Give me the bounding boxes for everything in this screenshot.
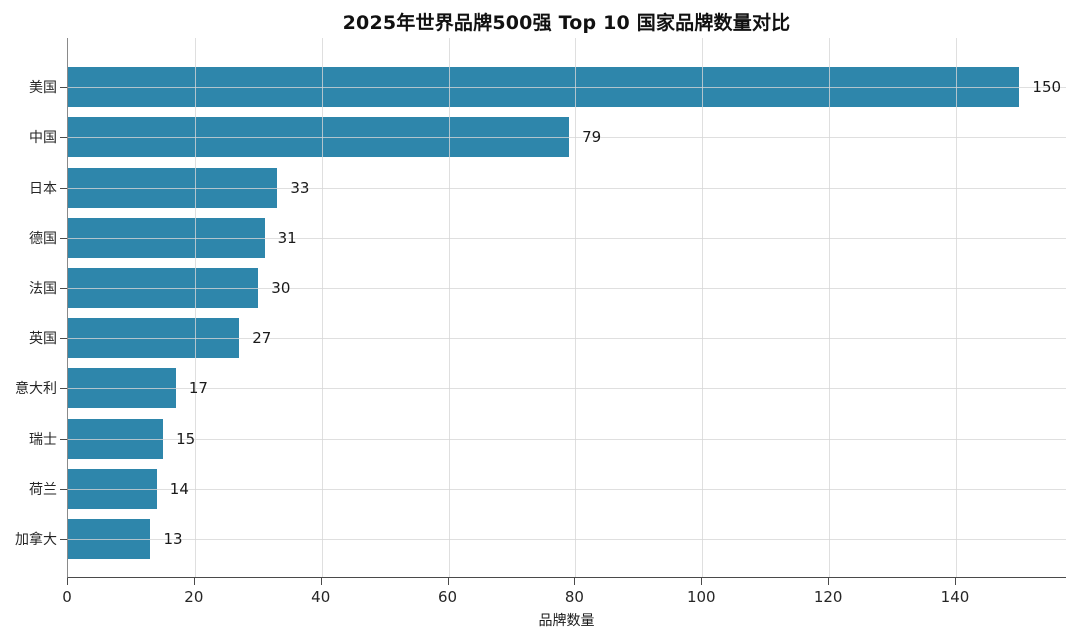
chart-title: 2025年世界品牌500强 Top 10 国家品牌数量对比	[342, 12, 791, 34]
ytick-mark	[60, 488, 67, 490]
ytick-mark	[60, 187, 67, 189]
gridline-horizontal	[68, 187, 1066, 189]
gridline-vertical	[321, 38, 323, 577]
gridline-horizontal	[68, 287, 1066, 289]
ytick-mark	[60, 87, 67, 89]
ytick-mark	[60, 287, 67, 289]
bar-value-label: 13	[163, 529, 183, 548]
xtick-mark	[320, 578, 322, 585]
ytick-label-瑞士: 瑞士	[29, 431, 57, 448]
gridline-vertical	[956, 38, 957, 577]
ytick-mark	[60, 438, 67, 440]
xtick-mark	[828, 578, 830, 585]
xtick-label-40: 40	[311, 588, 331, 606]
gridline-horizontal	[68, 438, 1066, 440]
xtick-label-60: 60	[438, 588, 458, 606]
ytick-mark	[60, 137, 67, 139]
ytick-label-德国: 德国	[29, 230, 57, 247]
bar-value-label: 14	[169, 479, 189, 498]
xtick-mark	[447, 578, 449, 585]
ytick-label-加拿大: 加拿大	[15, 531, 57, 548]
xtick-label-140: 140	[940, 588, 970, 606]
gridline-horizontal	[68, 388, 1066, 390]
gridline-horizontal	[68, 87, 1066, 89]
xtick-mark	[67, 578, 68, 585]
bar-value-label: 17	[188, 379, 208, 398]
bar-value-label: 150	[1032, 78, 1062, 97]
bar-value-label: 33	[290, 178, 310, 197]
ytick-label-荷兰: 荷兰	[29, 481, 57, 498]
xtick-mark	[701, 578, 703, 585]
ytick-mark	[60, 237, 67, 239]
gridline-horizontal	[68, 237, 1066, 239]
ytick-label-美国: 美国	[29, 80, 57, 97]
bar-value-label: 30	[271, 278, 291, 297]
gridline-horizontal	[68, 137, 1066, 139]
gridline-horizontal	[68, 488, 1066, 490]
gridline-vertical	[448, 38, 450, 577]
gridline-vertical	[194, 38, 196, 577]
ytick-label-英国: 英国	[29, 331, 57, 348]
gridline-vertical	[702, 38, 704, 577]
ytick-label-法国: 法国	[29, 280, 57, 297]
bar-value-label: 79	[582, 128, 602, 147]
ytick-mark	[60, 538, 67, 540]
ytick-mark	[60, 388, 67, 390]
ytick-mark	[60, 338, 67, 340]
xtick-mark	[955, 578, 956, 585]
ytick-label-中国: 中国	[29, 130, 57, 147]
gridline-vertical	[829, 38, 831, 577]
x-axis-label: 品牌数量	[538, 613, 595, 629]
plot-area: 150 79 33 31 30 27 17 15 14 13	[67, 38, 1066, 578]
bar-value-label: 15	[176, 429, 196, 448]
bar-value-label: 31	[277, 228, 297, 247]
gridline-horizontal	[68, 538, 1066, 540]
ytick-label-意大利: 意大利	[15, 381, 57, 398]
gridline-vertical	[575, 38, 577, 577]
xtick-mark	[574, 578, 576, 585]
xtick-label-20: 20	[184, 588, 204, 606]
gridline-horizontal	[68, 338, 1066, 340]
xtick-label-120: 120	[813, 588, 843, 606]
xtick-label-100: 100	[686, 588, 716, 606]
xtick-label-80: 80	[564, 588, 584, 606]
bar-value-label: 27	[252, 329, 272, 348]
ytick-label-日本: 日本	[29, 180, 57, 197]
xtick-label-0: 0	[62, 588, 72, 606]
xtick-mark	[193, 578, 195, 585]
